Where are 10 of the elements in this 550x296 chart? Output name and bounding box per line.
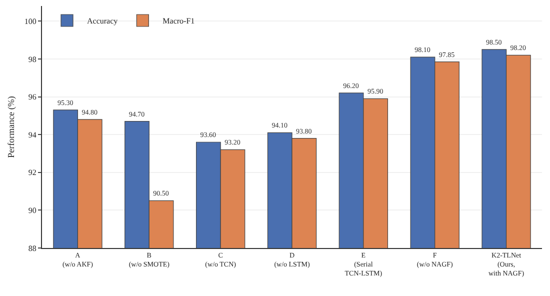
y-tick-label: 100: [24, 16, 36, 26]
y-tick-label: 94: [28, 130, 36, 140]
legend-label: Macro-F1: [162, 16, 195, 26]
y-tick-label: 98: [28, 54, 36, 64]
y-tick-label: 88: [28, 244, 36, 253]
y-tick-label: 90: [28, 206, 36, 215]
legend-label: Accuracy: [87, 16, 118, 26]
y-tick-label: 92: [28, 168, 36, 178]
y-axis-title: Performance (%): [6, 96, 16, 158]
y-tick-label: 96: [28, 92, 36, 102]
